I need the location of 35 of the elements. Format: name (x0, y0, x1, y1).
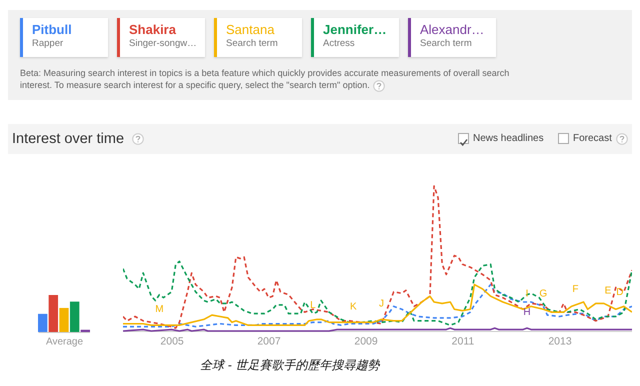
annotation: L (310, 300, 316, 311)
x-tick-label: 2005 (160, 336, 184, 348)
text: Shakira (129, 22, 177, 37)
annotation: H (523, 307, 531, 318)
bar (48, 295, 58, 332)
text: News headlines (473, 133, 544, 144)
bar (38, 314, 48, 332)
annotation: D (616, 286, 624, 298)
text: Beta: Measuring search interest in topics is a beta feature which quickly provides accurate measurements of overall search interest. To measure search interest for a specific query, select the "search term" option. (20, 67, 510, 92)
text: Search term (226, 38, 279, 49)
text: Santana (226, 22, 276, 37)
text: 全球 - 世足賽歌手的歷年搜尋趨勢 (200, 357, 380, 374)
text: Alexandr… (420, 22, 486, 37)
annotation: J (378, 298, 384, 310)
x-axis-title: Average (46, 336, 84, 348)
text: Forecast (573, 133, 612, 144)
annotation: G (539, 288, 548, 300)
chart-title: Interest over time (12, 131, 124, 147)
text: Pitbull (32, 22, 73, 37)
text: Actress (323, 38, 356, 49)
annotation: E (604, 285, 612, 296)
x-tick-label: 2009 (354, 336, 378, 348)
bar (59, 308, 69, 332)
annotation: M (155, 304, 164, 316)
text: Jennifer… (323, 22, 388, 37)
bar (70, 302, 80, 332)
x-tick-label: 2013 (548, 336, 572, 348)
annotation: K (350, 301, 357, 312)
annotation: F (572, 284, 578, 295)
text: Search term (420, 38, 473, 49)
x-tick-label: 2007 (257, 336, 281, 348)
x-tick-label: 2011 (452, 336, 474, 348)
annotation: I (526, 288, 528, 300)
text: Singer-songw… (129, 38, 198, 49)
text: Rapper (32, 38, 64, 49)
